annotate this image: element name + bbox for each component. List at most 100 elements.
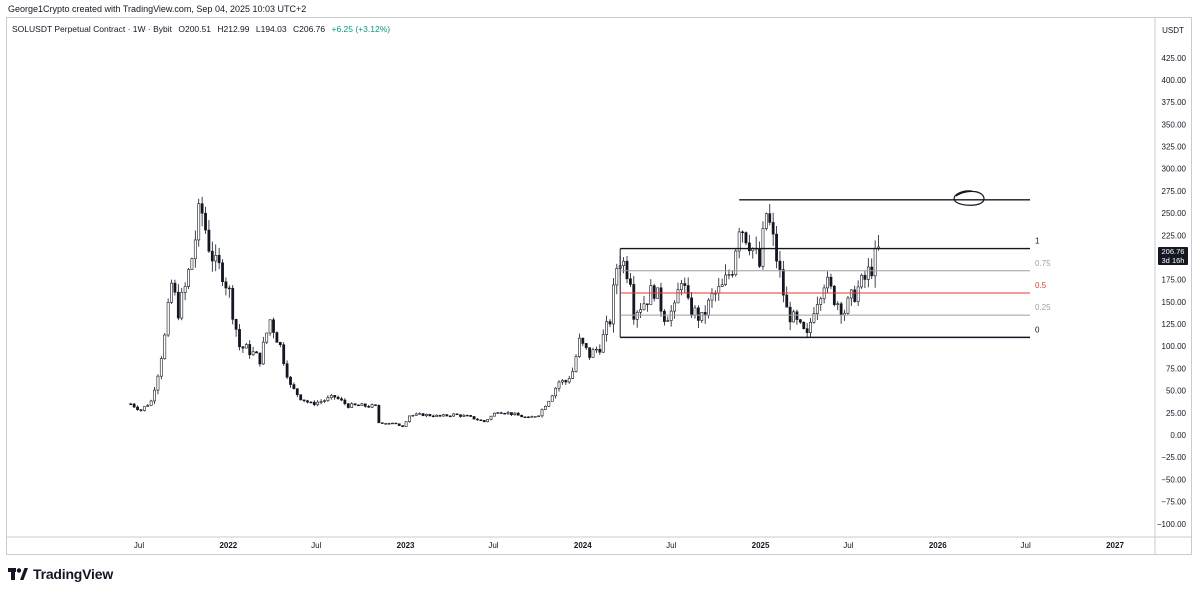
hand-drawn-ellipse [953, 190, 985, 206]
candle-body [496, 412, 500, 414]
candle-body [166, 301, 170, 336]
fib-level-label: 1 [1035, 237, 1040, 246]
candle-body [652, 285, 656, 299]
candle-body [798, 319, 802, 323]
candle-body [265, 332, 269, 343]
candle-body [710, 293, 714, 301]
candle-body [574, 356, 578, 372]
candle-body [520, 414, 524, 418]
candle-body [720, 284, 724, 287]
candle-body [557, 381, 561, 389]
candle-body [207, 229, 211, 252]
candle-body [278, 342, 282, 345]
candle-body [724, 274, 727, 286]
candle-body [771, 222, 775, 235]
fib-level-label: 0 [1035, 325, 1040, 334]
candle-body [482, 420, 486, 423]
candle-body [180, 292, 184, 319]
last-price-tag: 206.76 3d 16h [1158, 247, 1188, 265]
candle-body [544, 405, 547, 410]
candle-body [306, 400, 309, 403]
candle-body [581, 337, 585, 344]
candle-body [778, 260, 782, 270]
candle-body [129, 403, 133, 406]
tradingview-logo[interactable]: TradingView [8, 566, 113, 582]
candle-body [741, 231, 744, 233]
x-tick-label: 2024 [574, 541, 592, 550]
candle-body [632, 284, 636, 320]
candle-body [571, 371, 575, 379]
candle-body [302, 399, 306, 402]
y-tick-label: −50.00 [1161, 475, 1186, 484]
y-tick-label: 350.00 [1162, 120, 1187, 129]
candle-body [200, 203, 204, 214]
fib-level-label: 0.5 [1035, 281, 1047, 290]
candle-body [564, 380, 568, 383]
candle-body [679, 283, 683, 290]
candle-body [465, 414, 469, 417]
candle-body [238, 329, 241, 348]
candle-body [802, 321, 806, 329]
y-tick-label: 100.00 [1162, 342, 1187, 351]
candle-body [391, 422, 394, 425]
candle-body [183, 286, 187, 293]
candle-body [418, 413, 422, 415]
candle-body [248, 344, 252, 356]
candle-body [261, 341, 265, 365]
candle-body [374, 404, 377, 406]
candle-body [255, 351, 258, 354]
y-tick-label: 250.00 [1162, 209, 1187, 218]
candle-body [425, 414, 428, 417]
candle-body [197, 203, 201, 241]
candle-body [503, 413, 507, 415]
symbol-label[interactable]: SOLUSDT Perpetual Contract · 1W · Bybit [12, 24, 172, 34]
last-price-value: 206.76 [1161, 247, 1185, 256]
candle-body [537, 415, 541, 417]
candle-body [360, 403, 364, 406]
candle-body [404, 421, 408, 427]
candle-body [669, 310, 673, 321]
candle-body [523, 416, 527, 418]
candle-body [173, 282, 177, 293]
candle-body [578, 337, 581, 357]
candle-body [673, 302, 676, 312]
high-value: H212.99 [217, 24, 250, 34]
candle-body [744, 232, 748, 244]
candle-body [452, 413, 456, 417]
candle-body [717, 286, 721, 294]
candle-body [645, 303, 649, 305]
candle-body [367, 406, 371, 408]
candle-body [829, 276, 833, 287]
candle-body [132, 403, 136, 408]
candle-body [428, 414, 432, 417]
candle-body [815, 304, 819, 314]
candle-body [659, 287, 663, 312]
candle-body [384, 423, 388, 425]
chart-frame[interactable] [6, 17, 1192, 555]
candle-body [159, 358, 163, 377]
candle-body [333, 395, 337, 398]
y-tick-label: −75.00 [1161, 498, 1186, 507]
candle-body [601, 334, 605, 353]
candle-body [217, 254, 221, 264]
candle-body [591, 349, 595, 358]
tradingview-logo-icon [8, 568, 28, 580]
candle-body [747, 242, 751, 252]
candle-body [700, 312, 704, 321]
candle-body [622, 260, 626, 266]
candle-body [285, 363, 289, 378]
candle-body [357, 404, 360, 407]
y-tick-label: 125.00 [1162, 320, 1187, 329]
candle-body [309, 401, 313, 404]
candle-body [866, 266, 870, 280]
candle-body [642, 303, 646, 310]
candle-body [493, 412, 496, 417]
candle-body [445, 414, 449, 417]
chart-header: SOLUSDT Perpetual Contract · 1W · Bybit … [12, 24, 394, 34]
candle-body [455, 413, 459, 416]
candle-body [190, 258, 194, 270]
candle-body [343, 399, 347, 405]
candle-body [662, 310, 666, 322]
candle-body [873, 248, 877, 277]
